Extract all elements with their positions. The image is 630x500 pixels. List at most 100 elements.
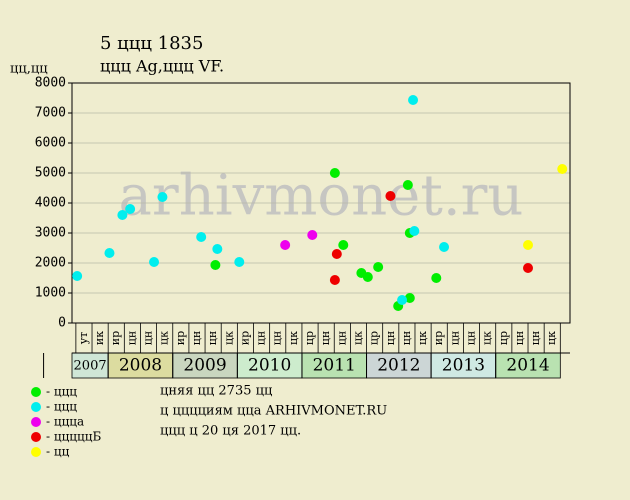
plot-frame <box>71 82 571 324</box>
note: ццц ц 20 ця 2017 цц. <box>160 424 301 439</box>
quarter-label: цк <box>158 331 171 345</box>
legend-label: - цццццБ <box>46 430 101 444</box>
legend-label: - ццца <box>46 415 84 429</box>
point <box>338 240 349 250</box>
point <box>210 260 221 271</box>
quarter-label: цк <box>222 331 235 345</box>
quarter-label: цк <box>351 331 364 345</box>
point <box>362 272 373 283</box>
quarter-label: ир <box>432 331 445 345</box>
point <box>212 243 223 254</box>
y-tick-label: 7000 <box>35 106 66 121</box>
quarter-label: ик <box>93 331 106 345</box>
point <box>149 257 160 268</box>
legend-label: - ццц <box>46 385 77 399</box>
point <box>104 248 115 259</box>
y-tick-label: 2000 <box>35 256 66 271</box>
quarter-label: цн <box>335 331 348 345</box>
point <box>523 263 534 274</box>
quarter-label: цр <box>303 331 316 345</box>
point <box>402 180 413 190</box>
chart-title: 5 ццц 1835 <box>100 33 203 54</box>
legend-swatch <box>31 387 41 397</box>
point <box>329 275 340 286</box>
x-tick-label: 2014 <box>506 356 549 376</box>
quarter-label: цн <box>190 331 203 345</box>
y-tick-label: 5000 <box>35 166 66 181</box>
quarter-label: цн <box>400 331 413 345</box>
year-cell <box>172 352 238 379</box>
point <box>408 95 419 106</box>
quarter-label: ир <box>238 331 251 345</box>
year-cell <box>107 352 174 379</box>
point <box>523 240 534 250</box>
legend-swatch <box>31 432 41 442</box>
legend-label: - ццц <box>46 400 77 414</box>
quarter-label: цк <box>481 331 494 345</box>
quarter-label: цн <box>384 331 397 345</box>
quarter-label: ут <box>77 332 90 345</box>
y-tick-label: 6000 <box>35 136 66 151</box>
quarter-label: цк <box>287 331 300 345</box>
point <box>307 230 318 241</box>
x-tick-label: 2011 <box>313 356 356 376</box>
point <box>431 273 442 283</box>
x-tick-label: 2008 <box>119 356 162 376</box>
point <box>385 191 396 202</box>
point <box>329 168 340 178</box>
point <box>280 240 291 250</box>
point <box>557 164 568 175</box>
quarter-label: цн <box>448 331 461 345</box>
chart-subtitle: ццц Ag,ццц VF. <box>100 57 224 76</box>
quarter-label: цн <box>464 331 477 345</box>
quarter-label: цн <box>255 331 268 345</box>
quarter-label: цк <box>416 331 429 345</box>
point <box>196 231 207 242</box>
quarter-label: цн <box>206 331 219 345</box>
quarter-label: цр <box>368 331 381 345</box>
x-tick-label: 2010 <box>248 356 291 376</box>
quarter-label: цн <box>125 331 138 345</box>
x-tick-label: 2007 <box>74 359 107 374</box>
note: цняя цц 2735 цц <box>160 384 272 399</box>
point <box>157 192 168 202</box>
quarter-label: ир <box>174 331 187 345</box>
point <box>125 204 136 214</box>
y-tick-label: 0 <box>58 316 66 331</box>
quarter-label: цк <box>545 331 558 345</box>
quarter-label: цр <box>497 331 510 345</box>
point <box>439 242 450 253</box>
legend-label: - цц <box>46 445 70 459</box>
y-tick-label: 1000 <box>35 286 66 301</box>
year-cell <box>495 352 561 379</box>
legend-swatch <box>31 417 41 427</box>
year-cell <box>366 352 432 379</box>
year-cell <box>71 352 109 379</box>
point <box>409 225 420 236</box>
y-tick-label: 3000 <box>35 226 66 241</box>
quarter-label: цн <box>513 331 526 345</box>
y-tick-label: 4000 <box>35 196 66 211</box>
x-tick-label: 2012 <box>377 356 420 376</box>
y-tick-label: 8000 <box>35 76 66 91</box>
x-tick-label: 2009 <box>183 356 226 376</box>
quarter-label: цн <box>142 331 155 345</box>
quarter-label: цн <box>529 331 542 345</box>
legend-swatch <box>31 402 41 412</box>
watermark: arhivmonet.ru <box>119 164 524 229</box>
point <box>373 261 384 272</box>
point <box>331 249 342 259</box>
point <box>117 210 128 220</box>
x-tick-label: 2013 <box>442 356 485 376</box>
point <box>397 294 408 305</box>
point <box>234 257 245 268</box>
y-axis-label: цц,цц <box>10 62 48 77</box>
quarter-label: ир <box>109 331 122 345</box>
legend-swatch <box>31 447 41 457</box>
note: ц цццциям ццa ARHIVMONET.RU <box>160 404 387 419</box>
quarter-label: цн <box>319 331 332 345</box>
point <box>404 293 415 304</box>
point <box>72 270 83 281</box>
quarter-label: цн <box>271 331 284 345</box>
